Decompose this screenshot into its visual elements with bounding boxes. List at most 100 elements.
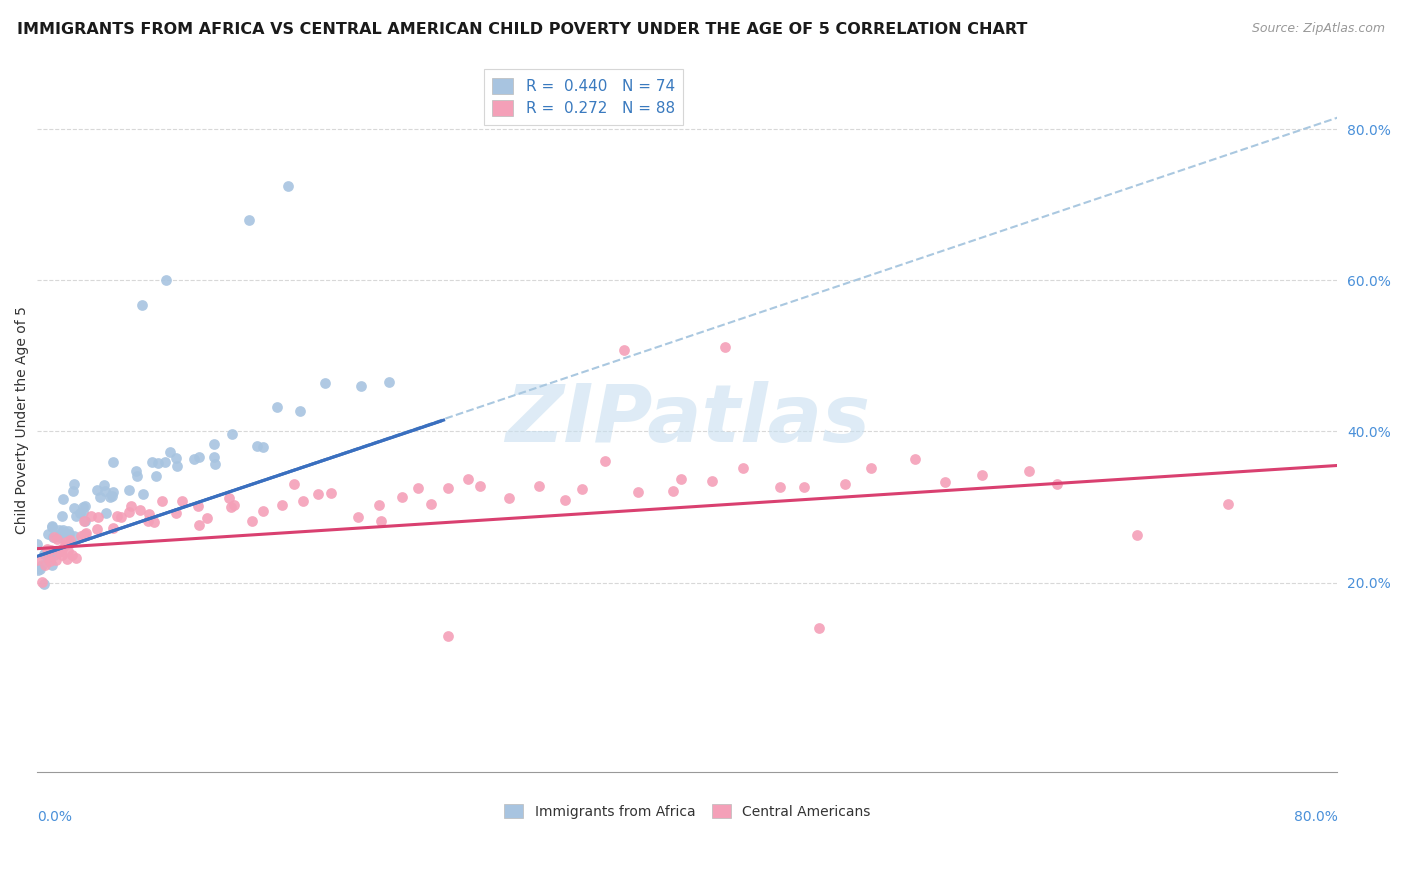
Point	[314, 376, 336, 391]
Point	[103, 484, 125, 499]
Point	[266, 401, 288, 415]
Point	[62, 484, 84, 499]
Point	[370, 514, 392, 528]
Point	[55, 552, 77, 566]
Point	[769, 480, 792, 494]
Point	[150, 494, 173, 508]
Point	[34, 558, 56, 573]
Point	[41, 520, 63, 534]
Point	[55, 538, 77, 552]
Point	[671, 472, 693, 486]
Point	[86, 483, 108, 498]
Point	[165, 506, 187, 520]
Point	[69, 506, 91, 520]
Point	[142, 515, 165, 529]
Point	[252, 440, 274, 454]
Point	[128, 503, 150, 517]
Point	[120, 499, 142, 513]
Point	[252, 504, 274, 518]
Point	[1126, 528, 1149, 542]
Point	[419, 497, 441, 511]
Point	[202, 450, 225, 465]
Point	[131, 486, 153, 500]
Point	[1018, 464, 1040, 478]
Point	[498, 491, 520, 506]
Point	[117, 505, 139, 519]
Point	[59, 533, 82, 547]
Point	[75, 525, 97, 540]
Point	[183, 452, 205, 467]
Point	[52, 491, 75, 506]
Point	[367, 499, 389, 513]
Point	[437, 630, 460, 644]
Point	[904, 451, 927, 466]
Point	[39, 553, 62, 567]
Point	[45, 553, 67, 567]
Point	[714, 340, 737, 354]
Point	[72, 505, 94, 519]
Legend: Immigrants from Africa, Central Americans: Immigrants from Africa, Central American…	[498, 798, 876, 824]
Point	[125, 464, 148, 478]
Point	[834, 477, 856, 491]
Point	[73, 528, 96, 542]
Point	[49, 531, 72, 545]
Point	[807, 621, 830, 635]
Point	[56, 524, 79, 538]
Point	[73, 514, 96, 528]
Point	[970, 468, 993, 483]
Point	[934, 475, 956, 490]
Point	[63, 501, 86, 516]
Point	[1046, 477, 1069, 491]
Point	[595, 454, 617, 468]
Point	[35, 542, 58, 557]
Point	[48, 523, 70, 537]
Point	[46, 532, 69, 546]
Point	[27, 537, 49, 551]
Point	[347, 509, 370, 524]
Point	[58, 527, 80, 541]
Point	[117, 483, 139, 497]
Point	[75, 500, 97, 514]
Point	[38, 549, 60, 564]
Point	[700, 474, 723, 488]
Point	[35, 549, 58, 564]
Point	[41, 530, 63, 544]
Point	[793, 480, 815, 494]
Point	[221, 427, 243, 442]
Text: 0.0%: 0.0%	[38, 810, 72, 824]
Point	[554, 492, 576, 507]
Point	[613, 343, 636, 357]
Point	[221, 500, 243, 515]
Point	[41, 518, 63, 533]
Point	[204, 457, 226, 471]
Point	[350, 378, 373, 392]
Point	[51, 541, 73, 556]
Text: Source: ZipAtlas.com: Source: ZipAtlas.com	[1251, 22, 1385, 36]
Point	[146, 456, 169, 470]
Point	[222, 498, 245, 512]
Point	[38, 543, 60, 558]
Point	[292, 493, 315, 508]
Point	[60, 548, 83, 562]
Point	[56, 543, 79, 558]
Point	[131, 298, 153, 312]
Point	[41, 546, 63, 560]
Point	[218, 491, 240, 505]
Point	[63, 529, 86, 543]
Point	[48, 526, 70, 541]
Point	[31, 558, 53, 572]
Point	[51, 508, 73, 523]
Point	[34, 546, 56, 560]
Point	[627, 484, 650, 499]
Point	[80, 508, 103, 523]
Point	[127, 468, 149, 483]
Point	[662, 483, 685, 498]
Y-axis label: Child Poverty Under the Age of 5: Child Poverty Under the Age of 5	[15, 306, 30, 534]
Point	[238, 212, 260, 227]
Point	[93, 483, 115, 498]
Point	[96, 506, 118, 520]
Point	[1218, 497, 1240, 511]
Point	[283, 477, 305, 491]
Point	[155, 273, 177, 287]
Point	[527, 478, 550, 492]
